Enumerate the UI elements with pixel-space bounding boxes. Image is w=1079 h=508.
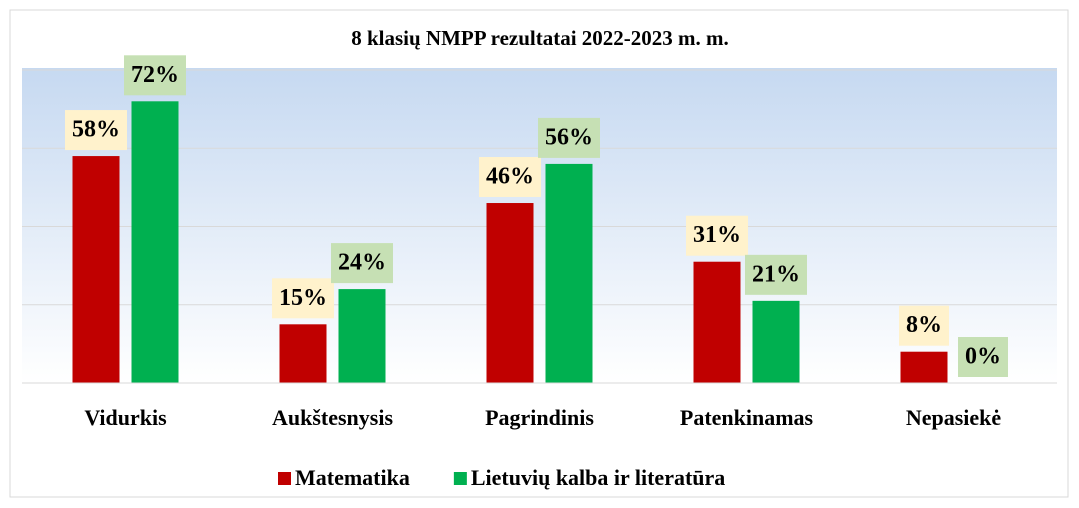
data-label-box [958,337,1008,377]
data-label-box [686,215,748,256]
data-label: 72% [131,62,179,88]
bar [752,300,800,383]
data-label-box [331,243,393,284]
data-label-box [745,254,807,295]
data-label-box [65,110,127,151]
data-label: 31% [693,222,741,248]
bar [338,289,386,383]
data-label: 56% [545,124,593,150]
legend-label: Matematika [295,465,410,490]
x-tick-label: Nepasiekė [906,405,1002,430]
x-tick-label: Patenkinamas [680,405,814,430]
x-tick-label: Vidurkis [84,405,167,430]
data-label: 0% [965,344,1001,370]
data-label: 24% [338,250,386,276]
legend-swatch [453,472,467,485]
data-label: 21% [752,261,800,287]
data-label: 15% [279,285,327,311]
data-label: 8% [906,312,942,338]
bar [486,203,534,383]
data-label-box [124,55,186,96]
bar [279,324,327,383]
bar [131,101,179,384]
bar [545,163,593,383]
legend-label: Lietuvių kalba ir literatūra [471,465,725,490]
chart-title: 8 klasių NMPP rezultatai 2022-2023 m. m. [351,26,729,50]
data-label: 58% [72,117,120,143]
bar [900,351,948,383]
bar [693,261,741,383]
data-label-box [479,157,541,198]
x-tick-label: Pagrindinis [485,405,594,430]
data-label-box [899,305,949,346]
legend-swatch [278,472,291,485]
data-label-box [272,278,334,319]
data-label-box [538,117,600,158]
bar [72,156,120,383]
data-label: 46% [486,164,534,190]
x-tick-label: Aukštesnysis [272,405,393,430]
